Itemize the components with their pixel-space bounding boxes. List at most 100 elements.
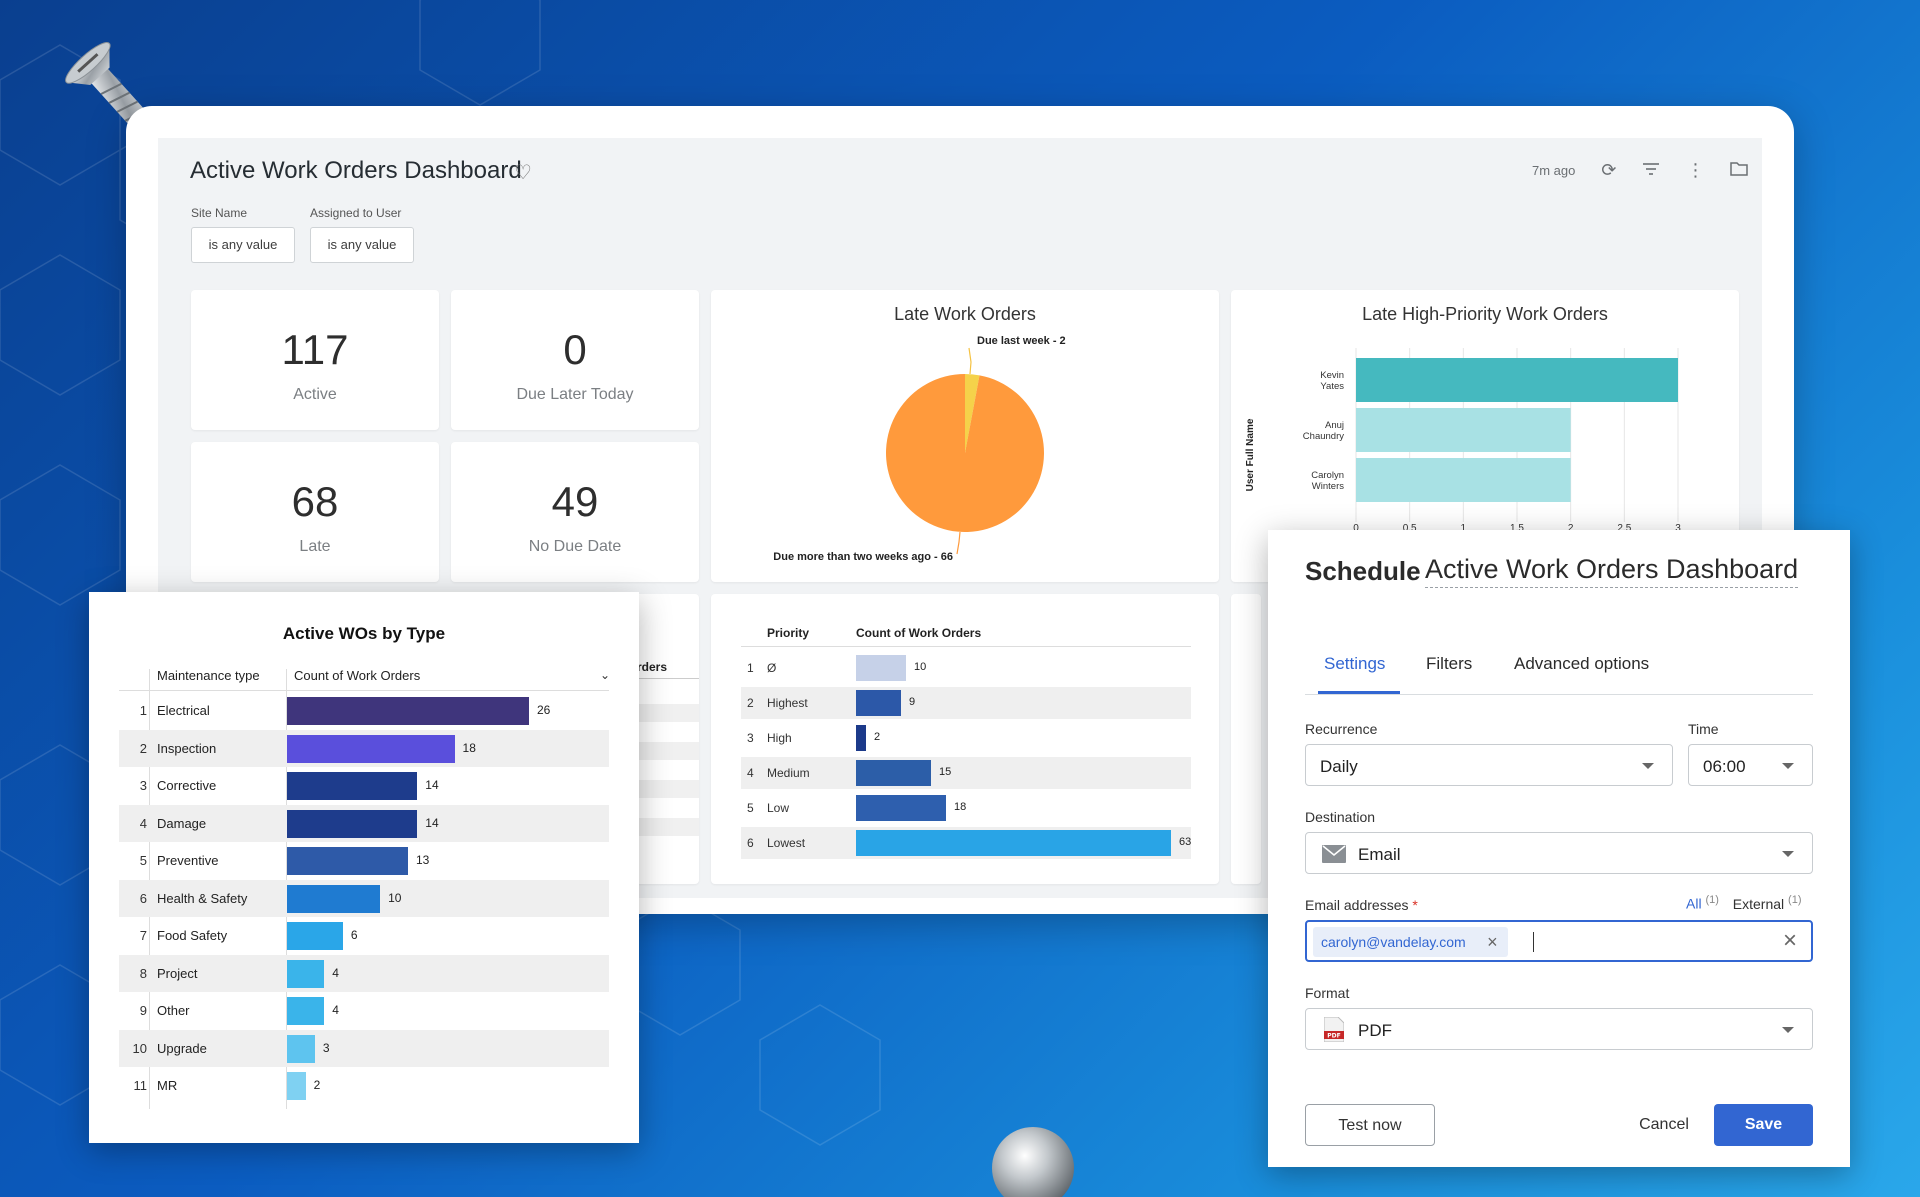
destination-select[interactable]: Email (1305, 832, 1813, 874)
table-row[interactable]: 11 MR 2 (119, 1067, 609, 1104)
row-value: 26 (537, 703, 551, 717)
bar[interactable] (1356, 358, 1678, 402)
remove-chip-close-icon[interactable]: × (1487, 932, 1498, 952)
row-label: High (767, 731, 792, 745)
email-chip-text: carolyn@vandelay.com (1321, 934, 1466, 950)
row-number: 9 (139, 1003, 147, 1018)
email-external-link[interactable]: External (1732, 895, 1785, 912)
time-value: 06:00 (1703, 757, 1746, 776)
table-row[interactable]: 10 Upgrade 3 (119, 1029, 609, 1067)
refresh-icon[interactable]: ⟳ (1601, 160, 1617, 180)
y-category-label: Carolyn (1311, 470, 1344, 481)
row-number: 5 (747, 801, 754, 815)
y-category-label: Yates (1320, 381, 1344, 392)
row-stripe (637, 818, 699, 836)
sphere-decoration (992, 1127, 1074, 1197)
row-value: 10 (388, 890, 402, 905)
row-label: Lowest (767, 836, 806, 850)
row-label: Low (767, 801, 790, 815)
format-select[interactable]: PDF PDF (1305, 1008, 1813, 1050)
row-bar (287, 1072, 306, 1100)
priority-table-tile[interactable]: Priority Count of Work Orders 1 Ø 10 2 Hi… (711, 594, 1219, 884)
kpi-late-tile[interactable]: 68 Late (191, 442, 439, 582)
table-row[interactable]: 9 Other 4 (119, 992, 609, 1029)
filter-user-button[interactable]: is any value (310, 227, 414, 263)
more-options-icon[interactable]: ⋮ (1686, 160, 1705, 180)
table-row[interactable]: 7 Food Safety 6 (119, 917, 609, 954)
row-label: Highest (767, 696, 808, 710)
cancel-button[interactable]: Cancel (1639, 1116, 1689, 1133)
row-number: 5 (139, 853, 147, 868)
table-row[interactable]: 5 Low 18 (741, 792, 1191, 824)
filter-site-button[interactable]: is any value (191, 227, 295, 263)
table-row[interactable]: 6 Lowest 63 (741, 827, 1191, 859)
table-row[interactable]: 6 Health & Safety 10 (119, 879, 609, 917)
folder-icon[interactable] (1730, 160, 1749, 181)
table-row[interactable]: 8 Project 4 (119, 954, 609, 992)
table-row[interactable]: 3 Corrective 14 (119, 767, 609, 804)
tile-title: Late High-Priority Work Orders (1362, 304, 1608, 324)
table-row[interactable]: 1 Ø 10 (741, 652, 1191, 684)
filter-icon[interactable] (1642, 160, 1660, 181)
destination-value: Email (1358, 845, 1401, 864)
row-bar (287, 959, 325, 988)
email-scope-toggle: All (1) External (1) (1686, 894, 1802, 912)
row-bar (287, 884, 381, 913)
kpi-label: Due Later Today (516, 386, 634, 403)
maintenance-type-header: Maintenance type (157, 668, 260, 683)
row-number: 4 (139, 815, 147, 831)
active-tab-indicator (1318, 691, 1400, 694)
recurrence-select[interactable]: Daily (1305, 744, 1673, 786)
kpi-value: 0 (563, 326, 587, 373)
tab-filters[interactable]: Filters (1426, 654, 1473, 673)
schedule-dashboard-name[interactable]: Active Work Orders Dashboard (1425, 554, 1799, 588)
table-row[interactable]: 4 Damage 14 (119, 804, 609, 842)
late-work-orders-tile[interactable]: Late Work Orders Due last week - 2 Due mo… (711, 290, 1219, 582)
format-label: Format (1305, 985, 1350, 1001)
pie-data-label: Due more than two weeks ago - 66 (773, 551, 953, 563)
kpi-due-later-tile[interactable]: 0 Due Later Today (451, 290, 699, 430)
pie-slice[interactable] (965, 374, 980, 453)
pdf-icon-text: PDF (1327, 1033, 1340, 1040)
y-axis-label: User Full Name (1245, 418, 1256, 491)
caret-down-icon (1782, 1027, 1794, 1033)
tab-advanced-options[interactable]: Advanced options (1514, 654, 1650, 673)
email-chip[interactable]: carolyn@vandelay.com × (1313, 927, 1508, 957)
table-row[interactable]: 3 High 2 (741, 722, 1191, 754)
y-category-label: Anuj (1325, 420, 1344, 431)
lower-right-tile[interactable] (1231, 594, 1261, 884)
email-all-link[interactable]: All (1686, 895, 1702, 912)
required-asterisk: * (1412, 897, 1418, 913)
x-tick-label: 1.5 (1510, 523, 1524, 534)
email-addresses-input[interactable]: carolyn@vandelay.com × × (1305, 920, 1813, 962)
y-category-label: Chaundry (1303, 431, 1344, 442)
kpi-no-due-date-tile[interactable]: 49 No Due Date (451, 442, 699, 582)
pie-leader-line (968, 347, 972, 375)
count-header: Count of Work Orders (294, 668, 421, 683)
time-select[interactable]: 06:00 (1688, 744, 1813, 786)
row-bar (287, 809, 418, 838)
row-value: 10 (914, 661, 927, 673)
sort-chevron-down-icon[interactable]: ⌄ (600, 668, 611, 682)
clear-all-close-icon[interactable]: × (1782, 927, 1797, 954)
favorite-heart-icon[interactable]: ♡ (514, 162, 532, 184)
test-now-button[interactable]: Test now (1305, 1104, 1435, 1146)
table-row[interactable]: 2 Inspection 18 (119, 729, 609, 767)
table-row[interactable]: 1 Electrical 26 (119, 692, 609, 729)
row-label: Medium (767, 766, 810, 780)
row-stripe (637, 780, 699, 798)
table-row[interactable]: 4 Medium 15 (741, 757, 1191, 789)
caret-down-icon (1782, 763, 1794, 769)
bar[interactable] (1356, 408, 1571, 452)
kpi-active-tile[interactable]: 117 Active (191, 290, 439, 430)
table-row[interactable]: 5 Preventive 13 (119, 842, 609, 879)
row-number: 3 (139, 778, 147, 793)
row-label: Electrical (157, 703, 210, 718)
pie-slice[interactable] (886, 374, 1044, 532)
row-bar (856, 760, 931, 786)
row-bar (856, 830, 1171, 856)
table-row[interactable]: 2 Highest 9 (741, 687, 1191, 719)
bar[interactable] (1356, 458, 1571, 502)
tab-settings[interactable]: Settings (1324, 654, 1386, 673)
save-button[interactable]: Save (1714, 1104, 1813, 1146)
